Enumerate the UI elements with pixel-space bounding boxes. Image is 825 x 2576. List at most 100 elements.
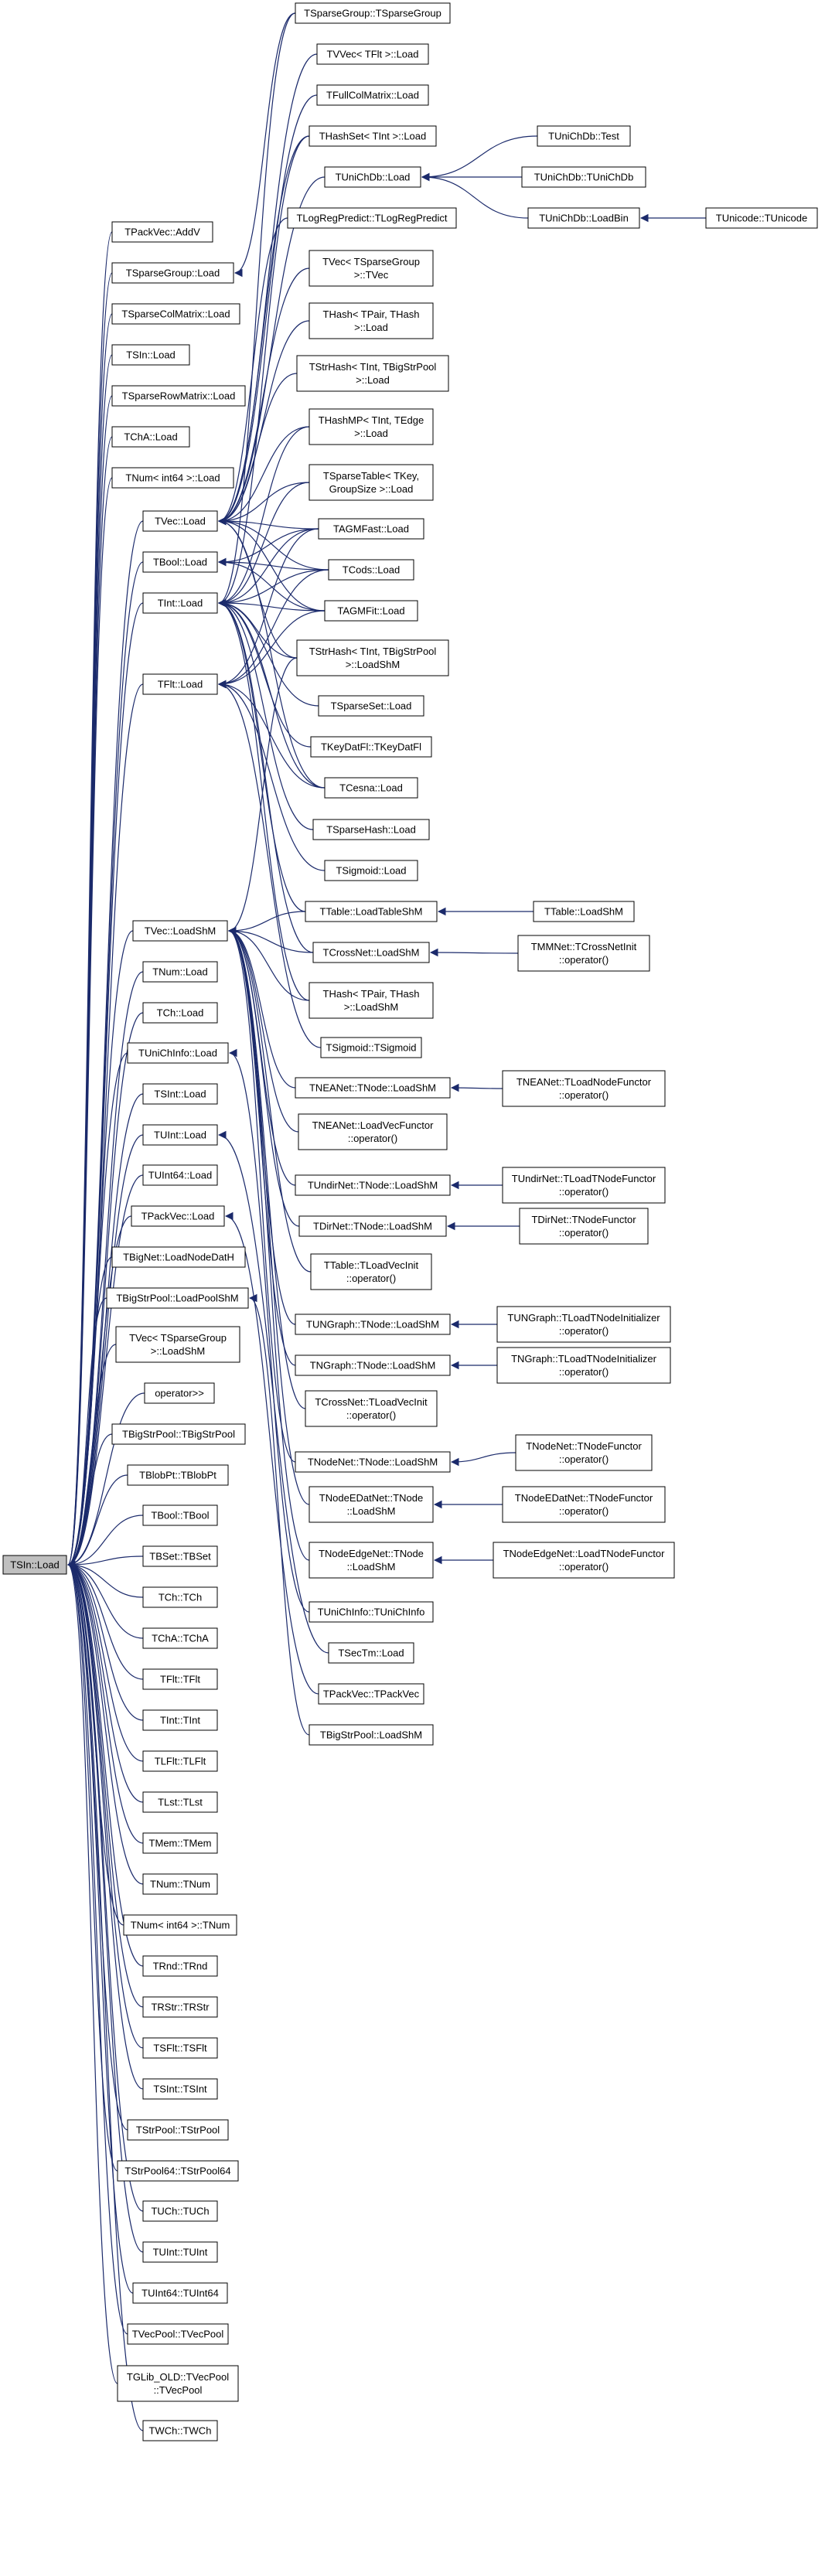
node-n_tnum_load[interactable]: TNum::Load [142, 961, 218, 983]
node-n_tundirnet_tloadnodefunctor[interactable]: TUndirNet::TLoadTNodeFunctor::operator() [502, 1167, 666, 1204]
node-n_tsin_load2[interactable]: TSIn::Load [111, 344, 190, 366]
node-n_tflt_load[interactable]: TFlt::Load [142, 673, 218, 695]
node-n_tbigstrpool_loadshm[interactable]: TBigStrPool::LoadShM [309, 1724, 434, 1746]
node-n_tsint_ctor[interactable]: TSInt::TSInt [142, 2078, 218, 2100]
node-n_tch_ctor[interactable]: TCh::TCh [142, 1586, 218, 1608]
node-n_tsint_load[interactable]: TSInt::Load [142, 1083, 218, 1105]
node-n_tunichinfo_ctor[interactable]: TUniChInfo::TUniChInfo [309, 1601, 434, 1623]
node-n_tnodeedatnet_tnodefunctor[interactable]: TNodeEDatNet::TNodeFunctor::operator() [502, 1486, 666, 1523]
node-n_tcesna_load[interactable]: TCesna::Load [324, 777, 418, 799]
node-n_tsparsegroup_ctor[interactable]: TSparseGroup::TSparseGroup [295, 2, 451, 24]
node-n_tunichdb_load[interactable]: TUniChDb::Load [324, 166, 421, 188]
node-n_tbignet_loadnodedath[interactable]: TBigNet::LoadNodeDatH [111, 1246, 246, 1268]
node-n_tint_ctor[interactable]: TInt::TInt [142, 1709, 218, 1731]
node-n_tch_load[interactable]: TCh::Load [142, 1002, 218, 1024]
node-n_tpackvec_ctor[interactable]: TPackVec::TPackVec [318, 1683, 424, 1705]
node-n_tnum64_ctor[interactable]: TNum< int64 >::TNum [123, 1914, 237, 1936]
node-n_tsectm_load[interactable]: TSecTm::Load [328, 1642, 414, 1664]
node-n_tbigstrpool_ctor[interactable]: TBigStrPool::TBigStrPool [111, 1423, 246, 1445]
node-n_tungraph_tloadtnodeinit[interactable]: TUNGraph::TLoadTNodeInitializer::operato… [496, 1306, 671, 1343]
node-n_tunichdb_test[interactable]: TUniChDb::Test [537, 125, 631, 147]
node-n_tuint_load[interactable]: TUInt::Load [142, 1124, 218, 1146]
node-n_tsparsehash_load[interactable]: TSparseHash::Load [312, 819, 430, 840]
node-n_tbset_ctor[interactable]: TBSet::TBSet [142, 1545, 218, 1567]
node-n_tcrossnet_loadshm[interactable]: TCrossNet::LoadShM [312, 942, 430, 963]
node-n_tungraph_tnode_loadshm[interactable]: TUNGraph::TNode::LoadShM [295, 1314, 451, 1335]
node-n_tmmnet_tcrossnetinit[interactable]: TMMNet::TCrossNetInit::operator() [517, 935, 650, 972]
node-n_trstr_ctor[interactable]: TRStr::TRStr [142, 1996, 218, 2018]
node-n_tmem_ctor[interactable]: TMem::TMem [142, 1832, 218, 1854]
node-n_tneanet_tloadnodefunctor[interactable]: TNEANet::TLoadNodeFunctor::operator() [502, 1070, 666, 1107]
node-n_tuint64_ctor[interactable]: TUInt64::TUInt64 [132, 2282, 228, 2304]
node-n_tlflt_ctor[interactable]: TLFlt::TLFlt [142, 1750, 218, 1772]
node-n_tngraph_tloadtnodeinit[interactable]: TNGraph::TLoadTNodeInitializer::operator… [496, 1347, 671, 1384]
node-n_tundirnet_tnode_loadshm[interactable]: TUndirNet::TNode::LoadShM [295, 1174, 451, 1196]
node-n_tnodeedgenet_loadtnodefunctor[interactable]: TNodeEdgeNet::LoadTNodeFunctor::operator… [493, 1542, 675, 1579]
node-n_tnum_ctor[interactable]: TNum::TNum [142, 1873, 218, 1895]
node-n_thashset_load[interactable]: THashSet< TInt >::Load [309, 125, 437, 147]
node-n_tstrpool_ctor[interactable]: TStrPool::TStrPool [127, 2119, 229, 2141]
node-n_tint_load[interactable]: TInt::Load [142, 592, 218, 614]
node-n_tngraph_tnode_loadshm[interactable]: TNGraph::TNode::LoadShM [295, 1354, 451, 1376]
node-n_ttable_loadtableshm[interactable]: TTable::LoadTableShM [305, 901, 438, 922]
node-n_tdirnet_tnodefunctor[interactable]: TDirNet::TNodeFunctor::operator() [519, 1208, 649, 1245]
node-n_sparsegroup_load[interactable]: TSparseGroup::Load [111, 262, 234, 284]
node-n_tkeydatfl[interactable]: TKeyDatFl::TKeyDatFl [310, 736, 432, 758]
node-n_tvec_sparsegroup_loadshm[interactable]: TVec< TSparseGroup>::LoadShM [115, 1326, 240, 1363]
node-n_tnodeedatnet_tnode_loadshm[interactable]: TNodeEDatNet::TNode::LoadShM [309, 1486, 434, 1523]
node-n_tvec_tflt_load[interactable]: TVVec< TFlt >::Load [316, 43, 429, 65]
node-n_tneanet_tnode_loadshm[interactable]: TNEANet::TNode::LoadShM [295, 1077, 451, 1099]
node-n_tstrpool64_ctor[interactable]: TStrPool64::TStrPool64 [117, 2160, 239, 2182]
node-n_tcha_ctor[interactable]: TChA::TChA [142, 1627, 218, 1649]
node-n_tvec_loadshm[interactable]: TVec::LoadShM [132, 920, 228, 942]
node-n_tuint64_load[interactable]: TUInt64::Load [142, 1164, 218, 1186]
node-n_tbigstrpool_loadpoolshm[interactable]: TBigStrPool::LoadPoolShM [106, 1287, 249, 1309]
node-n_sparserowmatrix_load[interactable]: TSparseRowMatrix::Load [111, 385, 246, 407]
node-n_tsflt_ctor[interactable]: TSFlt::TSFlt [142, 2037, 218, 2059]
node-n_tunichdb_loadbin[interactable]: TUniChDb::LoadBin [527, 207, 640, 229]
node-n_tvec_load[interactable]: TVec::Load [142, 510, 218, 532]
node-n_tunichdb_ctor[interactable]: TUniChDb::TUniChDb [521, 166, 646, 188]
node-n_tstrhash_load[interactable]: TStrHash< TInt, TBigStrPool>::Load [296, 355, 449, 392]
node-n_sparsecolmatrix_load[interactable]: TSparseColMatrix::Load [111, 303, 240, 325]
node-n_tsparsetable_load[interactable]: TSparseTable< TKey,GroupSize >::Load [309, 464, 434, 501]
node-n_tpackvec_load[interactable]: TPackVec::Load [131, 1205, 225, 1227]
node-n_packvec_addv[interactable]: TPackVec::AddV [111, 221, 213, 243]
node-n_tcha_load[interactable]: TChA::Load [111, 426, 190, 448]
node-n_tuint_ctor[interactable]: TUInt::TUInt [142, 2241, 218, 2263]
node-n_thash_pair_loadshm[interactable]: THash< TPair, THash>::LoadShM [309, 982, 434, 1019]
node-n_tnum64_load[interactable]: TNum< int64 >::Load [111, 467, 234, 489]
node-n_tbool_ctor[interactable]: TBool::TBool [142, 1504, 218, 1526]
node-n_tsigmoid_load[interactable]: TSigmoid::Load [324, 860, 418, 881]
node-n_tsparseset_load[interactable]: TSparseSet::Load [318, 695, 424, 717]
node-n_tagmfast_load[interactable]: TAGMFast::Load [318, 518, 424, 540]
node-n_tdirnet_tnode_loadshm[interactable]: TDirNet::TNode::LoadShM [298, 1215, 447, 1237]
node-n_ttable_tloadvecinit[interactable]: TTable::TLoadVecInit::operator() [310, 1253, 432, 1290]
node-n_tvecpool_ctor[interactable]: TVecPool::TVecPool [127, 2323, 229, 2345]
node-n_operator_shr[interactable]: operator>> [144, 1382, 215, 1404]
node-n_tglib_old_vecpool[interactable]: TGLib_OLD::TVecPool::TVecPool [117, 2365, 239, 2402]
node-n_tlst_ctor[interactable]: TLst::TLst [142, 1791, 218, 1813]
node-n_tvec_sparsegroup_tvec[interactable]: TVec< TSparseGroup>::TVec [309, 250, 434, 287]
node-n_tblobpt_ctor[interactable]: TBlobPt::TBlobPt [127, 1464, 229, 1486]
node-n_tunicode_ctor[interactable]: TUnicode::TUnicode [705, 207, 818, 229]
node-n_tnodeedgenet_tnode_loadshm[interactable]: TNodeEdgeNet::TNode::LoadShM [309, 1542, 434, 1579]
node-n_tuch_ctor[interactable]: TUCh::TUCh [142, 2200, 218, 2222]
node-n_thash_pair_load[interactable]: THash< TPair, THash>::Load [309, 302, 434, 339]
node-n_thashmp_load[interactable]: THashMP< TInt, TEdge>::Load [309, 408, 434, 445]
node-n_tnodenet_tnodefunctor[interactable]: TNodeNet::TNodeFunctor::operator() [515, 1434, 653, 1471]
node-n_tneanet_loadvecfunctor[interactable]: TNEANet::LoadVecFunctor::operator() [298, 1113, 448, 1150]
node-n_tsigmoid_ctor[interactable]: TSigmoid::TSigmoid [320, 1037, 422, 1058]
node-n_tunichinfo_load[interactable]: TUniChInfo::Load [127, 1042, 229, 1064]
node-n_tcods_load[interactable]: TCods::Load [328, 559, 414, 581]
node-n_tcrossnet_tloadvecinit[interactable]: TCrossNet::TLoadVecInit::operator() [305, 1390, 438, 1427]
node-n_tflt_ctor[interactable]: TFlt::TFlt [142, 1668, 218, 1690]
node-n_ttable_loadshm[interactable]: TTable::LoadShM [533, 901, 635, 922]
node-n_tbool_load[interactable]: TBool::Load [142, 551, 218, 573]
node-n_tstrhash_loadshm[interactable]: TStrHash< TInt, TBigStrPool>::LoadShM [296, 639, 449, 676]
node-n_tfullcolmatrix_load[interactable]: TFullColMatrix::Load [316, 84, 429, 106]
node-n_tnodenet_tnode_loadshm[interactable]: TNodeNet::TNode::LoadShM [295, 1451, 451, 1473]
node-n_tlogregpredict[interactable]: TLogRegPredict::TLogRegPredict [287, 207, 457, 229]
node-n_tagmfit_load[interactable]: TAGMFit::Load [324, 600, 418, 622]
node-n_twch_ctor[interactable]: TWCh::TWCh [142, 2420, 218, 2441]
